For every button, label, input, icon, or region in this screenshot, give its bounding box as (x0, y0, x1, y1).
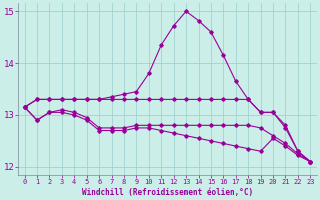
X-axis label: Windchill (Refroidissement éolien,°C): Windchill (Refroidissement éolien,°C) (82, 188, 253, 197)
